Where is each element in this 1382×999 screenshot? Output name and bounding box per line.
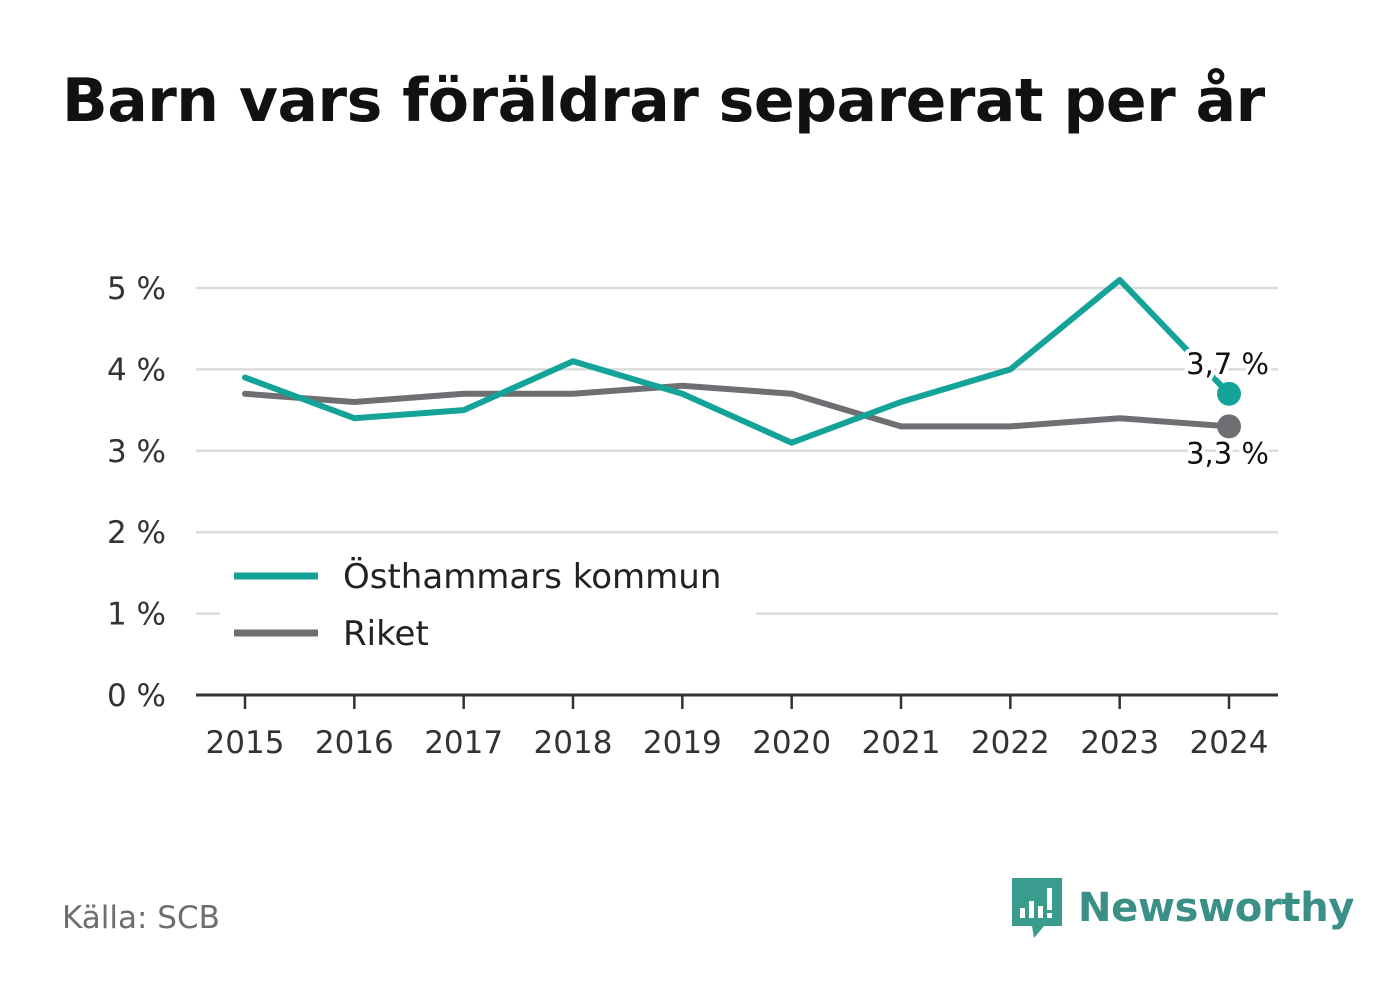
- series-end-label: 3,7 %: [1186, 347, 1269, 381]
- y-tick-label: 1 %: [107, 597, 166, 633]
- x-tick-label: 2022: [971, 725, 1050, 761]
- x-tick-label: 2017: [424, 725, 503, 761]
- legend: Östhammars kommun Riket: [220, 548, 756, 654]
- legend-label: Riket: [343, 614, 429, 654]
- series-end-point: [1217, 381, 1241, 406]
- y-axis: 0 % 1 % 2 % 3 % 4 % 5 %: [107, 271, 166, 714]
- series-line: [242, 276, 1232, 446]
- x-tick-label: 2021: [862, 725, 941, 761]
- series-group: 3,7 % 3,3 %: [242, 276, 1273, 474]
- chart-title: Barn vars föräldrar separerat per år: [62, 66, 1265, 136]
- series-line: [242, 382, 1232, 430]
- brand-name: Newsworthy: [1078, 885, 1355, 931]
- source-note: Källa: SCB: [62, 900, 220, 936]
- y-tick-label: 4 %: [107, 352, 166, 388]
- x-tick-label: 2019: [643, 725, 722, 761]
- x-axis: 2015 2016 2017 2018 2019 2020 2021 2022 2023 2024: [196, 693, 1278, 761]
- brand-logo: Newsworthy: [1012, 878, 1355, 938]
- x-tick-label: 2016: [315, 725, 394, 761]
- y-tick-label: 2 %: [107, 515, 166, 551]
- x-tick-label: 2018: [534, 725, 613, 761]
- y-tick-label: 0 %: [107, 678, 166, 714]
- x-tick-label: 2024: [1190, 725, 1269, 761]
- legend-label: Östhammars kommun: [343, 556, 721, 597]
- x-tick-label: 2015: [206, 725, 285, 761]
- series-end-point: [1217, 414, 1241, 439]
- x-tick-label: 2020: [752, 725, 831, 761]
- bar-chart-speech-icon: [1012, 878, 1062, 938]
- legend-background: [220, 548, 756, 616]
- series-end-label: 3,3 %: [1186, 436, 1269, 470]
- y-tick-label: 5 %: [107, 271, 166, 307]
- x-tick-label: 2023: [1080, 725, 1159, 761]
- y-tick-label: 3 %: [107, 434, 166, 470]
